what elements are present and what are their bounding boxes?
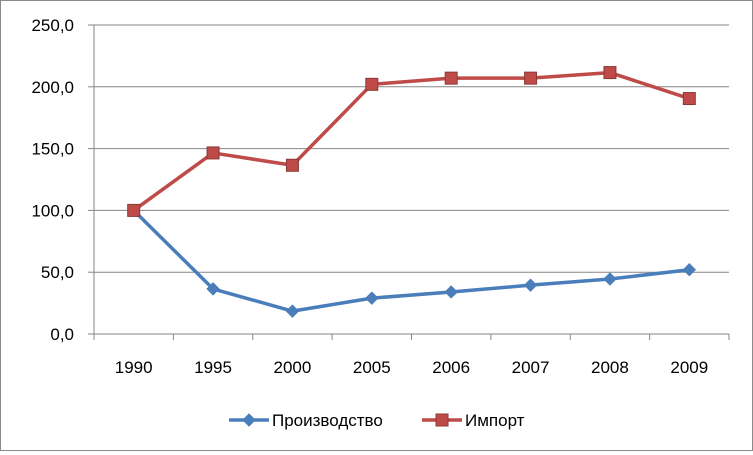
data-point xyxy=(206,146,220,160)
y-tick-label: 250,0 xyxy=(31,16,74,35)
legend-marker xyxy=(435,413,449,427)
x-tick-label: 2006 xyxy=(432,358,470,377)
legend: Производство Импорт xyxy=(229,411,525,430)
data-point xyxy=(603,66,617,80)
data-point xyxy=(523,278,538,292)
data-point xyxy=(524,71,538,85)
legend-item: Импорт xyxy=(422,411,525,430)
y-tick-labels: 0,0 50,0 100,0 150,0 200,0 250,0 xyxy=(31,16,74,344)
legend-marker xyxy=(242,413,256,427)
data-point xyxy=(682,92,696,106)
y-tick-label: 100,0 xyxy=(31,201,74,220)
x-tick-label: 2000 xyxy=(274,358,312,377)
axes xyxy=(88,24,730,340)
data-point xyxy=(365,291,379,305)
legend-label: Импорт xyxy=(465,411,525,430)
legend-label: Производство xyxy=(272,411,383,430)
data-point xyxy=(285,158,299,172)
x-tick-label: 1995 xyxy=(194,358,232,377)
series-line xyxy=(132,70,690,212)
x-tick-label: 1990 xyxy=(115,358,153,377)
series-line xyxy=(132,209,690,313)
x-tick-label: 2005 xyxy=(353,358,391,377)
series-import xyxy=(127,66,696,217)
data-point xyxy=(444,285,458,299)
y-tick-label: 0,0 xyxy=(50,325,74,344)
legend-item: Производство xyxy=(229,411,383,430)
data-point xyxy=(365,77,379,91)
y-tick-label: 150,0 xyxy=(31,140,74,159)
data-point xyxy=(127,203,141,217)
data-point xyxy=(206,282,220,296)
y-tick-label: 200,0 xyxy=(31,78,74,97)
y-tick-label: 50,0 xyxy=(41,263,74,282)
data-point xyxy=(603,272,617,286)
series xyxy=(126,66,697,318)
data-point xyxy=(682,263,697,277)
data-point xyxy=(285,304,300,318)
x-tick-labels: 1990 1995 2000 2005 2006 2007 2008 2009 xyxy=(115,358,708,377)
x-tick-label: 2007 xyxy=(512,358,550,377)
x-tick-label: 2009 xyxy=(670,358,708,377)
data-point xyxy=(444,71,458,85)
gridlines xyxy=(94,24,729,273)
series-production xyxy=(126,203,697,318)
x-tick-label: 2008 xyxy=(591,358,629,377)
